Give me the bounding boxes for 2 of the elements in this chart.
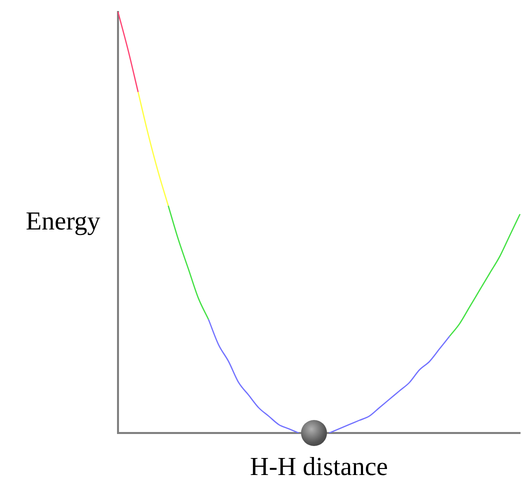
y-axis-title: Energy [26,206,100,236]
x-axis-title: H-H distance [250,452,388,481]
